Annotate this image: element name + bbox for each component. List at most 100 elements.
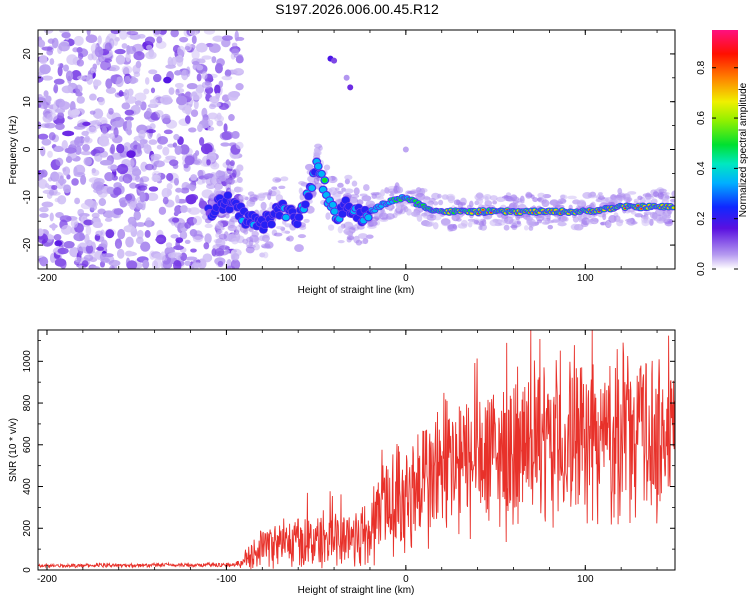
heatmap-noise-cell [229, 172, 237, 180]
heatmap-noise-cell [195, 42, 208, 53]
heatmap-noise-cell [208, 43, 221, 53]
heatmap-noise-cell [208, 119, 214, 127]
heatmap-noise-cell [166, 189, 172, 196]
heatmap-noise-cell [166, 182, 173, 190]
heatmap-noise-cell [165, 242, 173, 249]
heatmap-noise-cell [175, 194, 180, 204]
heatmap-halo-cell [259, 235, 265, 242]
heatmap-halo-cell [483, 193, 492, 200]
heatmap-halo-cell [658, 188, 667, 193]
heatmap-noise-cell [174, 205, 181, 215]
heatmap-noise-cell [125, 51, 131, 62]
heatmap-halo-cell [478, 225, 483, 231]
heatmap-halo-cell [489, 195, 498, 201]
heatmap-noise-cell [203, 30, 216, 35]
heatmap-halo-cell [457, 201, 463, 210]
heatmap-noise-cell [139, 191, 146, 203]
heatmap-noise-cell [42, 113, 53, 123]
heatmap-noise-cell [153, 160, 165, 168]
heatmap-noise-cell [80, 174, 87, 185]
heatmap-ridge-cell [341, 196, 350, 204]
heatmap-halo-cell [541, 199, 550, 208]
heatmap-noise-cell [150, 112, 158, 121]
heatmap-noise-cell [203, 242, 210, 250]
heatmap-noise-cell [214, 84, 221, 95]
heatmap-halo-cell [503, 224, 510, 231]
heatmap-noise-cell [94, 46, 104, 58]
heatmap-noise-cell [146, 129, 156, 134]
heatmap-noise-cell [39, 213, 49, 218]
heatmap-noise-cell [125, 236, 134, 248]
heatmap-halo-cell [564, 216, 569, 222]
heatmap-noise-cell [76, 46, 83, 53]
heatmap-halo-cell [627, 218, 634, 224]
heatmap-noise-cell [101, 126, 108, 135]
snr-y-label: SNR (10 * v/v) [8, 418, 19, 482]
heatmap-noise-cell [233, 53, 243, 59]
heatmap-noise-cell [53, 233, 62, 241]
heatmap-halo-cell [467, 218, 476, 222]
heatmap-halo-cell [492, 200, 498, 205]
heatmap-noise-cell [123, 89, 130, 101]
heatmap-halo-cell [367, 220, 378, 227]
y-tick-label-top-2: 0 [22, 146, 33, 152]
heatmap-noise-cell [124, 250, 134, 257]
heatmap-noise-cell [76, 59, 84, 67]
heatmap-noise-cell [109, 64, 120, 72]
heatmap-ridge-cell [640, 207, 643, 210]
heatmap-noise-cell [128, 159, 135, 168]
heatmap-halo-cell [353, 187, 360, 196]
heatmap-noise-cell [121, 65, 133, 75]
heatmap-halo-cell [617, 187, 623, 195]
heatmap-halo-cell [627, 191, 637, 195]
heatmap-ridge-cell [671, 206, 675, 209]
heatmap-noise-cell [163, 129, 173, 135]
heatmap-noise-cell [207, 126, 215, 132]
heatmap-noise-cell [221, 130, 234, 140]
heatmap-noise-cell [231, 252, 240, 261]
heatmap-halo-cell [467, 221, 473, 228]
heatmap-noise-cell [132, 64, 141, 75]
heatmap-noise-cell [104, 42, 112, 52]
heatmap-halo-cell [511, 196, 520, 202]
heatmap-noise-cell [61, 32, 71, 39]
heatmap-halo-cell [645, 194, 654, 198]
heatmap-noise-cell [49, 212, 54, 222]
heatmap-noise-cell [206, 159, 211, 166]
heatmap-noise-cell [73, 166, 78, 177]
y-tick-label-bot-0: 0 [22, 567, 33, 573]
heatmap-noise-cell [201, 178, 206, 184]
heatmap-halo-cell [348, 196, 359, 204]
heatmap-noise-cell [53, 83, 59, 94]
heatmap-noise-cell [225, 159, 231, 166]
heatmap-noise-cell [185, 184, 197, 190]
heatmap-layer [38, 30, 675, 269]
heatmap-noise-cell [201, 116, 211, 123]
heatmap-noise-cell [223, 123, 228, 133]
heatmap-halo-cell [406, 208, 412, 216]
heatmap-noise-cell [57, 111, 65, 120]
heatmap-y-axis: -20 -10 0 10 20 [22, 29, 675, 270]
heatmap-noise-cell [123, 225, 136, 233]
heatmap-noise-cell [179, 36, 189, 43]
heatmap-noise-cell [54, 108, 66, 114]
heatmap-halo-cell [423, 215, 431, 219]
heatmap-noise-cell [105, 87, 117, 94]
heatmap-halo-cell [396, 185, 401, 192]
heatmap-noise-cell [59, 63, 64, 69]
heatmap-halo-cell [271, 186, 278, 191]
heatmap-noise-cell [110, 144, 116, 155]
heatmap-noise-cell [156, 144, 163, 150]
heatmap-noise-cell [144, 36, 156, 45]
heatmap-halo-cell [272, 176, 282, 183]
colorbar-tick-label-3: 0.6 [696, 111, 707, 125]
heatmap-noise-cell [146, 192, 159, 202]
heatmap-noise-cell [134, 175, 141, 183]
heatmap-noise-cell [137, 185, 148, 191]
heatmap-noise-cell [86, 74, 94, 85]
heatmap-ridge-cell [301, 200, 310, 209]
heatmap-noise-cell [166, 173, 174, 182]
heatmap-noise-cell [200, 143, 213, 155]
heatmap-halo-cell [214, 187, 220, 195]
